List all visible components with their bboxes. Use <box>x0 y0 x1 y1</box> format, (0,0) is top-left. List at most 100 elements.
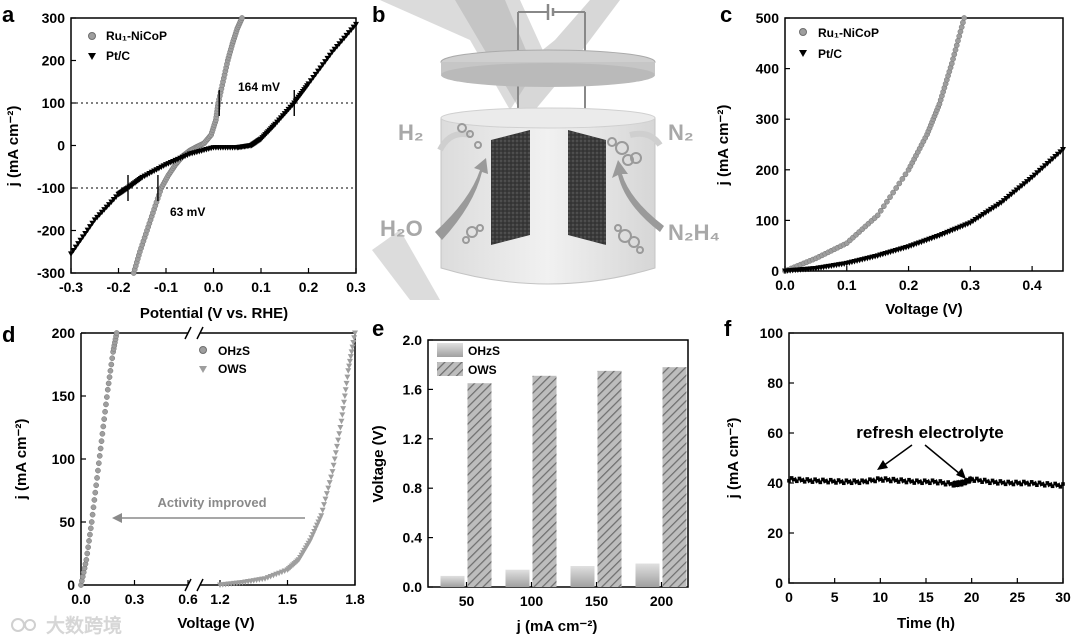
point-d-0-15 <box>91 497 98 503</box>
point-d-0-33 <box>107 367 114 374</box>
y-tick-label-c-0: 0 <box>771 263 779 279</box>
x-tick-label-d-4: 1.5 <box>278 591 298 607</box>
point-a-1-143 <box>336 41 343 47</box>
chart-f: 0 5 10 15 20 25 30 0 20 40 60 80 100 Time (h) j (mA … <box>725 325 1071 632</box>
point-c-1-102 <box>1044 160 1051 167</box>
x-tick-label-e-0: 50 <box>459 593 475 609</box>
point-d-1-58 <box>331 456 338 462</box>
point-f-0-14 <box>805 477 810 481</box>
point-f-0-88 <box>902 479 906 483</box>
point-d-0-7 <box>84 550 91 557</box>
point-d-0-16 <box>92 489 99 496</box>
point-f-0-132 <box>955 483 960 488</box>
point-a-1-149 <box>350 24 357 31</box>
panel-label-f: f <box>724 316 732 341</box>
chart-e: 0.0 0.4 0.8 1.2 1.6 2.0 50 100 150 200 j (mA cm⁻²… <box>370 332 689 635</box>
x-tick-label-f-0: 0 <box>785 589 793 605</box>
point-d-1-75 <box>347 354 354 360</box>
y-tick-label-e-3: 1.2 <box>403 431 423 447</box>
x-tick-label-d-2: 0.6 <box>178 591 198 607</box>
point-f-0-86 <box>899 477 904 481</box>
x-tick-label-c-3: 0.3 <box>961 277 981 293</box>
x-axis-label-f: Time (h) <box>897 615 955 632</box>
point-f-0-38 <box>836 478 841 482</box>
point-d-0-23 <box>98 438 105 444</box>
point-d-1-55 <box>328 474 335 481</box>
point-c-0-80 <box>961 15 968 21</box>
point-f-0-204 <box>1035 483 1039 488</box>
point-d-1-50 <box>321 502 328 508</box>
point-d-1-67 <box>341 399 348 406</box>
x-tick-label-c-0: 0.0 <box>775 277 795 293</box>
axis-break-top-1 <box>184 326 192 340</box>
point-f-0-28 <box>823 479 828 483</box>
point-f-0-160 <box>977 478 982 483</box>
point-d-0-21 <box>96 453 103 459</box>
point-a-1-4 <box>77 237 84 244</box>
activity-arrow-head <box>112 513 122 523</box>
point-f-0-70 <box>878 477 883 482</box>
y-tick-label-a-5: 200 <box>42 53 66 69</box>
point-f-0-94 <box>909 479 914 484</box>
y-tick-label-a-4: 100 <box>42 95 66 111</box>
point-f-0-180 <box>1003 482 1008 487</box>
y-tick-label-a-3: 0 <box>57 138 65 154</box>
point-d-1-63 <box>337 425 344 431</box>
point-f-0-20 <box>813 477 817 482</box>
point-c-1-101 <box>1041 163 1048 169</box>
y-tick-label-a-2: -100 <box>37 180 65 196</box>
cathode <box>491 130 530 245</box>
bar-e-ows-2 <box>597 370 622 587</box>
molecules <box>457 123 644 254</box>
point-c-1-108 <box>1060 147 1066 153</box>
point-f-0-52 <box>855 479 859 484</box>
point-f-0-170 <box>990 478 995 483</box>
y-axis-label-c: j (mA cm⁻²) <box>715 105 732 187</box>
point-f-0-190 <box>1016 481 1021 485</box>
point-f-0-188 <box>1014 479 1018 484</box>
point-f-0-74 <box>883 476 888 480</box>
panel-label-c: c <box>720 2 732 27</box>
point-a-1-9 <box>89 220 96 227</box>
point-d-0-27 <box>102 408 108 415</box>
point-c-0-37 <box>896 180 903 187</box>
point-f-0-112 <box>933 479 937 484</box>
point-d-1-80 <box>352 330 358 336</box>
x-tick-label-e-3: 200 <box>650 593 674 609</box>
point-f-0-58 <box>862 479 867 484</box>
x-tick-label-f-3: 15 <box>918 589 934 605</box>
point-d-1-59 <box>332 450 339 456</box>
point-a-1-150 <box>353 21 359 28</box>
activity-annotation: Activity improved <box>157 495 266 510</box>
point-f-0-42 <box>842 481 846 486</box>
point-f-0-164 <box>982 477 987 482</box>
bar-e-ohzs-3 <box>635 563 660 587</box>
x-tick-label-f-1: 5 <box>831 589 839 605</box>
point-f-0-92 <box>907 477 911 482</box>
bar-e-ows-0 <box>467 383 492 587</box>
point-c-0-33 <box>884 198 890 205</box>
point-f-0-200 <box>1029 480 1034 484</box>
point-f-0-32 <box>828 477 833 482</box>
point-d-1-77 <box>349 344 356 351</box>
axis-break-bottom-2 <box>196 578 204 592</box>
label-n2: N₂ <box>668 120 694 145</box>
x-tick-label-a-6: 0.3 <box>346 279 366 295</box>
point-f-0-162 <box>980 480 984 484</box>
point-f-0-44 <box>844 478 849 483</box>
x-axis-label-e: j (mA cm⁻²) <box>516 618 598 635</box>
y-tick-label-f-0: 0 <box>775 575 783 591</box>
point-a-1-130 <box>305 81 312 87</box>
point-a-1-148 <box>348 27 355 33</box>
point-c-0-32 <box>880 203 887 210</box>
legend-label-c-1: Pt/C <box>818 47 842 61</box>
point-d-0-17 <box>93 482 100 489</box>
point-d-1-61 <box>335 437 342 444</box>
legend-label-e-1: OWS <box>468 363 497 377</box>
refresh-arrowhead-2 <box>956 468 966 479</box>
point-c-0-36 <box>893 185 900 191</box>
axis-break-top-2 <box>196 326 204 340</box>
point-f-0-82 <box>894 478 898 483</box>
x-tick-label-a-5: 0.2 <box>299 279 319 295</box>
y-tick-label-d-4: 200 <box>52 325 76 341</box>
